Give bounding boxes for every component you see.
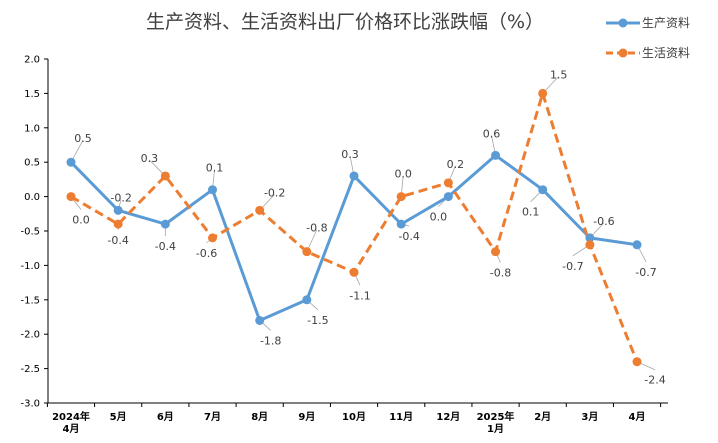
data-label: -0.2 <box>110 191 131 204</box>
data-point <box>302 295 312 305</box>
legend-label-series-2: 生活资料 <box>642 46 690 60</box>
data-label: -1.8 <box>260 334 281 347</box>
data-label: 0.5 <box>74 132 92 145</box>
data-label: -0.8 <box>306 222 327 235</box>
y-tick-label: -1.5 <box>20 295 40 306</box>
data-label: -2.4 <box>644 374 665 387</box>
y-tick-label: 0.5 <box>24 158 40 169</box>
x-tick-label: 4月 <box>629 411 646 423</box>
data-label: -1.5 <box>307 314 328 327</box>
x-tick-label: 10月 <box>342 411 366 423</box>
data-point <box>396 219 406 229</box>
data-label: -0.4 <box>398 230 419 243</box>
data-point <box>443 192 453 202</box>
data-point <box>349 267 359 277</box>
data-label: 0.2 <box>447 158 465 171</box>
chart-title: 生产资料、生活资料出厂价格环比涨跌幅（%） <box>146 11 544 33</box>
x-tick-label: 9月 <box>298 411 315 423</box>
y-tick-label: 1.5 <box>24 89 40 100</box>
data-label: -0.6 <box>593 215 614 228</box>
data-point <box>113 219 123 229</box>
y-tick-label: 1.0 <box>24 123 40 134</box>
x-tick-label: 2月 <box>534 411 551 423</box>
data-label: 0.0 <box>72 214 90 227</box>
data-point <box>632 240 642 250</box>
legend-marker-series-1 <box>618 18 628 28</box>
data-label: -0.4 <box>107 234 128 247</box>
data-label: 0.1 <box>206 162 224 175</box>
data-point <box>585 233 595 243</box>
y-tick-label: -2.0 <box>20 330 40 341</box>
legend-marker-series-2 <box>618 48 628 58</box>
y-tick-label: -0.5 <box>20 227 40 238</box>
data-point <box>160 171 170 181</box>
data-point <box>632 357 642 367</box>
data-label: -0.4 <box>155 240 176 253</box>
data-point <box>396 192 406 202</box>
series-line-2 <box>70 91 639 363</box>
data-label: 0.1 <box>522 206 540 219</box>
y-tick-labels: 2.0 1.5 1.0 0.5 0.0 -0.5 -1.0 -1.5 -2.0 -2.5 -3.0 <box>20 55 40 410</box>
data-label: 0.0 <box>430 211 448 224</box>
x-tick-label: 7月 <box>204 411 221 423</box>
data-point <box>66 157 76 167</box>
data-point <box>443 178 453 188</box>
data-point <box>302 247 312 257</box>
y-tick-label: -1.0 <box>20 261 40 272</box>
data-point <box>491 247 501 257</box>
data-point <box>113 205 123 215</box>
data-point <box>66 192 76 202</box>
data-labels: 0.5 -0.2 -0.4 0.1 -1.8 -1.5 0.3 -0.4 0.0 0.6 0.1 -0… <box>72 68 666 386</box>
data-point <box>255 315 265 325</box>
data-point <box>538 185 548 195</box>
data-label: 0.6 <box>483 127 501 140</box>
data-label: -0.2 <box>264 186 285 199</box>
y-tick-label: -2.5 <box>20 364 40 375</box>
axes-group <box>44 58 668 407</box>
x-tick-label: 2024年 4月 <box>52 410 90 435</box>
data-label: -0.6 <box>196 247 217 260</box>
data-label: 0.3 <box>341 148 359 161</box>
series-points <box>66 88 642 367</box>
data-point <box>538 88 548 98</box>
data-point <box>491 150 501 160</box>
x-tick-label: 11月 <box>389 411 413 423</box>
data-label: -0.7 <box>562 260 583 273</box>
x-tick-label: 2025年 1月 <box>477 410 515 435</box>
y-tick-label: 0.0 <box>24 192 40 203</box>
data-point <box>255 205 265 215</box>
x-tick-labels: 2024年 4月 5月 6月 7月 8月 9月 10月 11月 12月 2025年 1月 2月 3月 4月 <box>52 410 645 435</box>
x-tick-label: 5月 <box>110 411 127 423</box>
data-label: 0.3 <box>141 152 159 165</box>
data-label: -1.1 <box>349 289 370 302</box>
data-label: 0.0 <box>394 168 412 181</box>
y-tick-label: 2.0 <box>24 55 40 66</box>
x-tick-label: 12月 <box>436 411 460 423</box>
y-tick-label: -3.0 <box>20 399 40 410</box>
data-point <box>208 185 218 195</box>
data-label: -0.8 <box>490 267 511 280</box>
x-tick-label: 3月 <box>581 411 598 423</box>
x-tick-label: 6月 <box>157 411 174 423</box>
data-point <box>349 171 359 181</box>
x-tick-label: 8月 <box>251 411 268 423</box>
data-point <box>585 240 595 250</box>
chart-legend: 生产资料 生活资料 <box>606 16 690 60</box>
data-point <box>208 233 218 243</box>
data-label: -0.7 <box>635 266 656 279</box>
legend-label-series-1: 生产资料 <box>642 16 690 30</box>
series-lines <box>69 91 639 363</box>
data-point <box>160 219 170 229</box>
data-label: 1.5 <box>550 68 568 81</box>
